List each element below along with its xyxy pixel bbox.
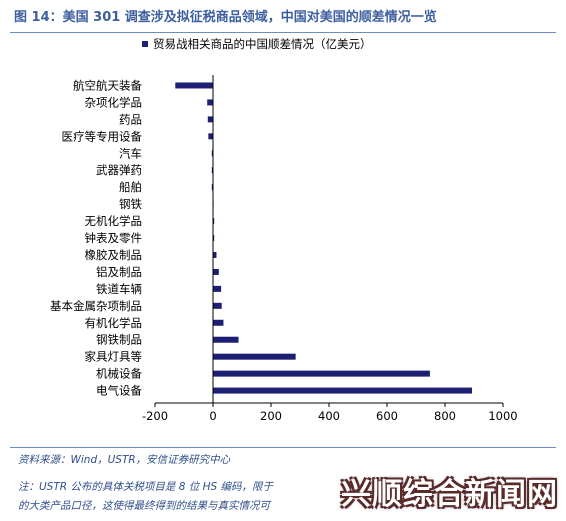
- category-label: 航空航天装备: [73, 78, 142, 92]
- source-text: 资料来源：Wind，USTR，安信证券研究中心: [18, 454, 231, 466]
- bar-8: [213, 218, 215, 225]
- bar-13: [213, 302, 222, 309]
- bar-11: [213, 268, 219, 275]
- category-label: 电气设备: [96, 384, 142, 398]
- category-label: 医疗等专用设备: [62, 129, 143, 143]
- x-tick-label: 0: [209, 409, 216, 423]
- bar-16: [213, 353, 296, 360]
- bar-2: [207, 116, 213, 123]
- watermark-logo: 兴顺综合新闻网: [341, 477, 558, 512]
- category-label: 家具灯具等: [85, 350, 143, 364]
- x-tick-label: 800: [434, 409, 456, 423]
- bar-15: [213, 336, 239, 343]
- note-text-line-1: 注：USTR 公布的具体关税项目是 8 位 HS 编码，限于: [18, 481, 273, 493]
- category-label: 船舶: [119, 180, 142, 194]
- category-label: 基本金属杂项制品: [50, 299, 142, 313]
- legend-label: 贸易战相关商品的中国顺差情况（亿美元）: [153, 37, 372, 51]
- figure-title: 图 14：美国 301 调查涉及拟征税商品领域，中国对美国的顺差情况一览: [14, 10, 437, 25]
- bar-12: [213, 285, 222, 292]
- category-label: 无机化学品: [85, 214, 143, 228]
- bar-14: [213, 319, 224, 326]
- bar-3: [208, 133, 213, 140]
- bar-1: [207, 99, 213, 106]
- legend-swatch: [142, 41, 148, 47]
- bar-0: [175, 82, 213, 89]
- note-text-line-2: 的大类产品口径，这使得最终得到的结果与真实情况可: [18, 500, 270, 512]
- x-tick-label: 400: [318, 409, 340, 423]
- x-tick-label: 600: [376, 409, 398, 423]
- category-label: 铝及制品: [96, 265, 142, 279]
- category-label: 机械设备: [96, 367, 142, 381]
- bar-18: [213, 387, 472, 394]
- bar-5: [211, 167, 213, 174]
- category-label: 武器弹药: [96, 163, 142, 177]
- category-label: 汽车: [119, 146, 142, 160]
- x-tick-label: 1000: [488, 409, 517, 423]
- bar-10: [213, 251, 217, 258]
- category-label: 铁道车辆: [96, 282, 142, 296]
- bar-6: [211, 184, 213, 191]
- x-tick-label: 200: [260, 409, 282, 423]
- bar-4: [211, 150, 213, 157]
- category-label: 钢铁: [119, 197, 142, 211]
- bar-9: [213, 235, 215, 242]
- category-label: 钟表及零件: [85, 231, 143, 245]
- category-label: 药品: [119, 112, 142, 126]
- source-divider: [10, 447, 556, 448]
- bar-chart: 贸易战相关商品的中国顺差情况（亿美元） 航空航天装备杂项化学品药品医疗等专用设备汽…: [50, 37, 518, 423]
- title-divider: [10, 32, 556, 33]
- x-tick-label: -200: [142, 409, 168, 423]
- category-label: 有机化学品: [85, 316, 143, 330]
- category-label: 钢铁制品: [96, 333, 142, 347]
- category-label: 橡胶及制品: [85, 248, 143, 262]
- category-label: 杂项化学品: [85, 95, 143, 109]
- bar-17: [213, 370, 430, 377]
